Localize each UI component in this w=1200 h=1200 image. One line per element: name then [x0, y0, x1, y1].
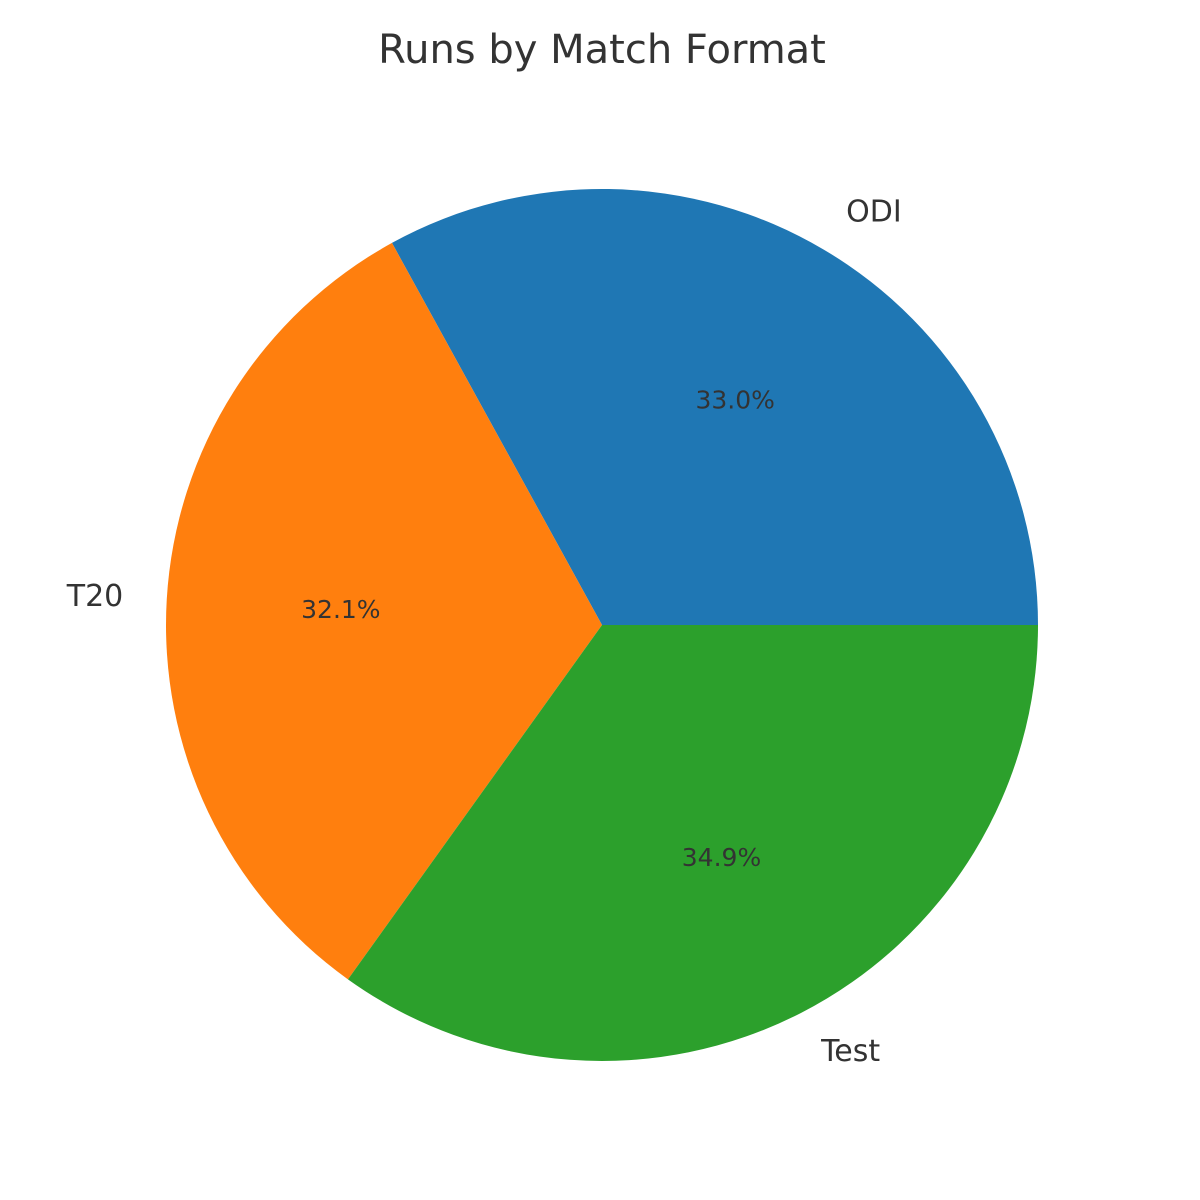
slice-label-test: Test [820, 1034, 880, 1069]
pie-labels: ODI 33.0% T20 32.1% Test 34.9% [66, 195, 902, 1069]
slice-label-t20: T20 [66, 579, 124, 614]
chart-title: Runs by Match Format [378, 27, 826, 73]
percent-label-test: 34.9% [682, 843, 761, 872]
percent-label-t20: 32.1% [301, 595, 380, 624]
percent-label-odi: 33.0% [695, 385, 774, 414]
pie-slices [165, 188, 1038, 1061]
pie-slice-odi [391, 188, 1038, 625]
pie-slice-t20 [165, 242, 602, 980]
pie-slice-test [347, 625, 1038, 1061]
slice-label-odi: ODI [846, 195, 902, 230]
